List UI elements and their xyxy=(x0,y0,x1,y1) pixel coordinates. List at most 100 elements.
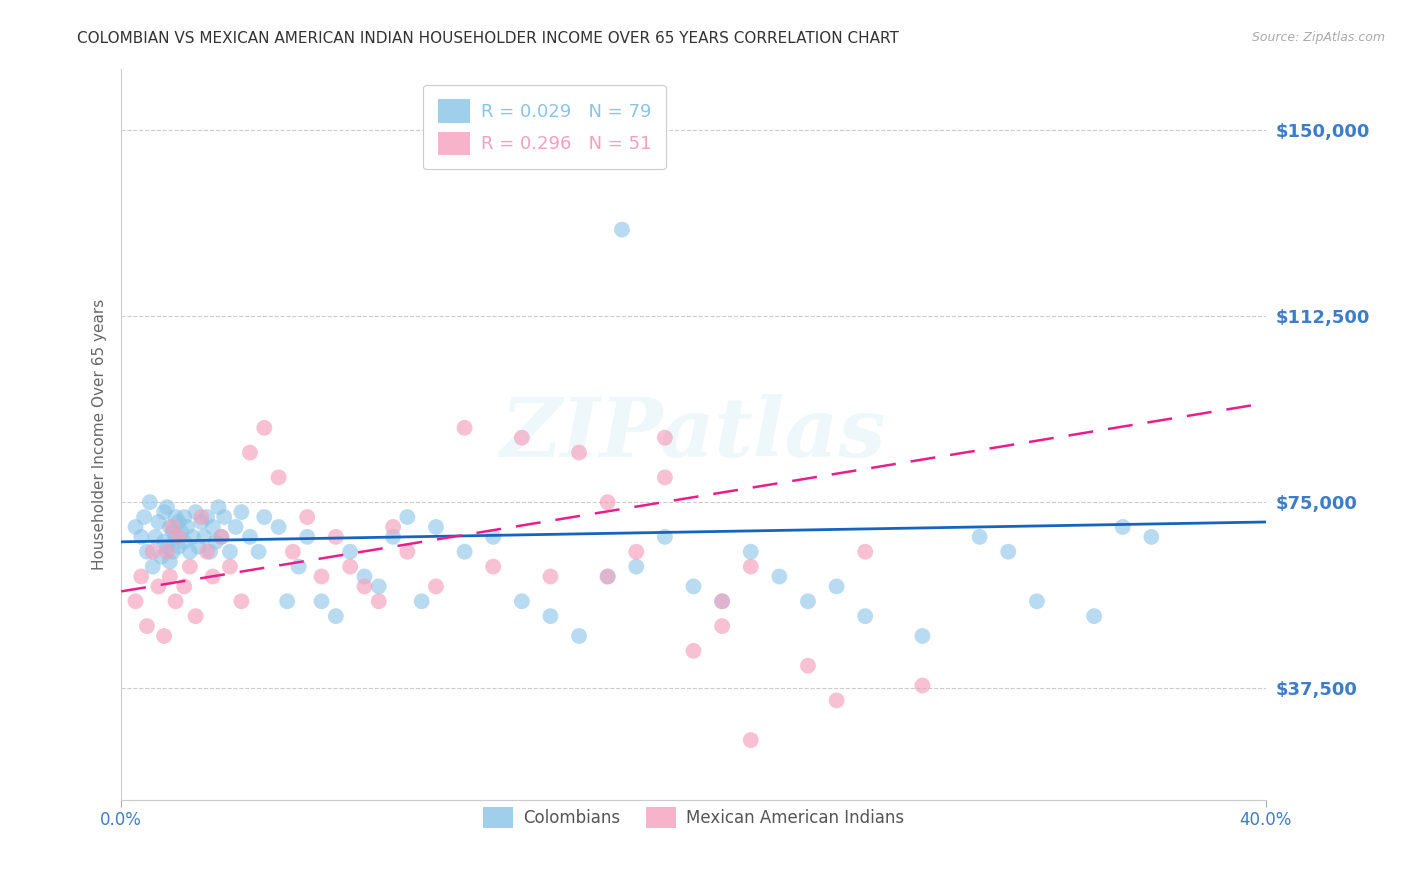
Point xyxy=(626,559,648,574)
Point xyxy=(167,515,190,529)
Point xyxy=(853,609,876,624)
Point xyxy=(825,579,848,593)
Point xyxy=(654,470,676,484)
Point xyxy=(129,530,152,544)
Point xyxy=(654,530,676,544)
Point xyxy=(311,569,333,583)
Point xyxy=(382,530,405,544)
Point xyxy=(201,569,224,583)
Point xyxy=(190,510,212,524)
Point xyxy=(204,534,226,549)
Point xyxy=(207,500,229,515)
Point xyxy=(170,524,193,539)
Point xyxy=(297,530,319,544)
Point xyxy=(797,594,820,608)
Point xyxy=(209,530,232,544)
Point xyxy=(768,569,790,583)
Point xyxy=(136,545,159,559)
Point xyxy=(212,510,235,524)
Legend: Colombians, Mexican American Indians: Colombians, Mexican American Indians xyxy=(477,800,910,835)
Point xyxy=(173,534,195,549)
Point xyxy=(162,520,184,534)
Point xyxy=(339,545,361,559)
Point xyxy=(198,545,221,559)
Point xyxy=(510,594,533,608)
Point xyxy=(201,520,224,534)
Point xyxy=(353,569,375,583)
Point xyxy=(159,555,181,569)
Point xyxy=(654,431,676,445)
Point xyxy=(596,495,619,509)
Point xyxy=(267,520,290,534)
Point xyxy=(145,530,167,544)
Point xyxy=(911,629,934,643)
Point xyxy=(740,559,762,574)
Point xyxy=(853,545,876,559)
Point xyxy=(538,609,561,624)
Point xyxy=(195,545,218,559)
Point xyxy=(367,579,389,593)
Point xyxy=(195,510,218,524)
Point xyxy=(162,524,184,539)
Point xyxy=(482,530,505,544)
Point xyxy=(411,594,433,608)
Point xyxy=(167,540,190,554)
Point xyxy=(1140,530,1163,544)
Point xyxy=(219,559,242,574)
Point xyxy=(538,569,561,583)
Point xyxy=(142,559,165,574)
Point xyxy=(184,505,207,519)
Point xyxy=(225,520,247,534)
Point xyxy=(596,569,619,583)
Point xyxy=(425,579,447,593)
Point xyxy=(311,594,333,608)
Point xyxy=(396,545,419,559)
Point xyxy=(425,520,447,534)
Point xyxy=(153,629,176,643)
Point xyxy=(568,445,591,459)
Point xyxy=(740,733,762,747)
Point xyxy=(568,629,591,643)
Point xyxy=(997,545,1019,559)
Point xyxy=(165,530,187,544)
Point xyxy=(165,510,187,524)
Point xyxy=(231,505,253,519)
Point xyxy=(1025,594,1047,608)
Point xyxy=(682,579,704,593)
Point xyxy=(711,594,734,608)
Point xyxy=(150,549,173,564)
Point xyxy=(148,515,170,529)
Point xyxy=(453,545,475,559)
Point xyxy=(156,545,179,559)
Point xyxy=(239,445,262,459)
Point xyxy=(148,579,170,593)
Y-axis label: Householder Income Over 65 years: Householder Income Over 65 years xyxy=(93,299,107,570)
Point xyxy=(969,530,991,544)
Point xyxy=(129,569,152,583)
Point xyxy=(173,510,195,524)
Point xyxy=(124,520,146,534)
Point xyxy=(176,520,198,534)
Point xyxy=(156,500,179,515)
Point xyxy=(325,609,347,624)
Point xyxy=(797,658,820,673)
Point xyxy=(367,594,389,608)
Point xyxy=(711,619,734,633)
Point xyxy=(482,559,505,574)
Point xyxy=(156,540,179,554)
Point xyxy=(209,530,232,544)
Point xyxy=(253,421,276,435)
Point xyxy=(339,559,361,574)
Point xyxy=(276,594,298,608)
Point xyxy=(711,594,734,608)
Point xyxy=(159,569,181,583)
Point xyxy=(190,515,212,529)
Point xyxy=(162,545,184,559)
Point xyxy=(1112,520,1135,534)
Point xyxy=(740,545,762,559)
Point xyxy=(139,495,162,509)
Point xyxy=(682,644,704,658)
Point xyxy=(159,520,181,534)
Point xyxy=(132,510,155,524)
Point xyxy=(610,222,633,236)
